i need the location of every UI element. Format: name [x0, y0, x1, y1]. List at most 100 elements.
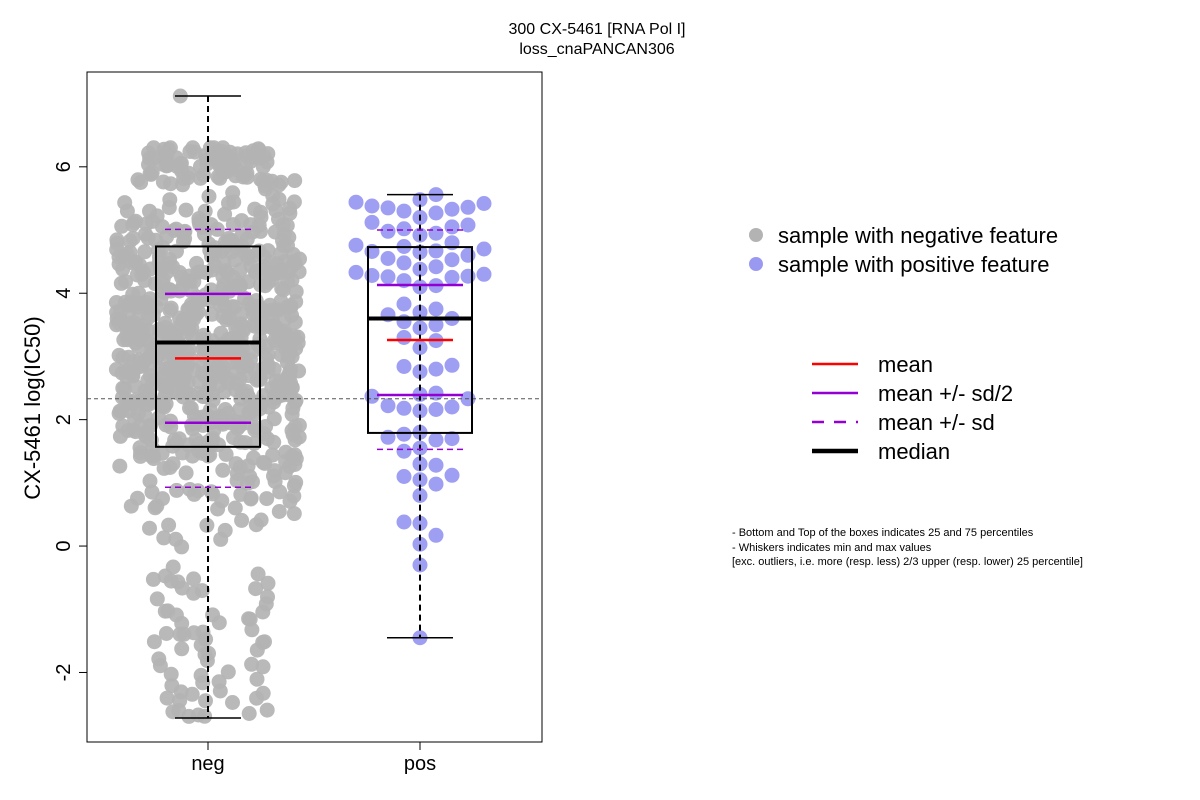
data-point-neg [280, 264, 296, 280]
data-point-neg [172, 693, 188, 709]
data-point-neg [160, 157, 176, 173]
data-point-neg [240, 358, 256, 373]
data-point-neg [162, 460, 178, 475]
data-point-neg [218, 446, 234, 462]
data-point-neg [165, 704, 181, 720]
data-point-neg [166, 365, 182, 381]
data-point-neg [165, 559, 181, 575]
y-tick-label: 0 [53, 540, 75, 551]
data-point-neg [249, 642, 265, 658]
data-point-neg [198, 441, 214, 457]
data-point-pos [444, 201, 460, 217]
data-point-neg [163, 573, 179, 589]
data-point-neg [280, 376, 296, 392]
data-point-neg [132, 321, 148, 337]
data-point-neg [145, 448, 161, 464]
data-point-neg [191, 374, 207, 390]
legend-line-label: median [878, 439, 950, 464]
legend-point-label: sample with negative feature [778, 223, 1058, 248]
data-point-neg [117, 195, 133, 211]
data-point-neg [248, 517, 264, 533]
data-point-neg [239, 169, 255, 185]
data-point-neg [197, 647, 213, 662]
data-point-neg [260, 243, 276, 259]
data-point-neg [280, 349, 296, 365]
data-point-neg [163, 300, 179, 316]
data-point-neg [238, 145, 254, 161]
data-point-pos [412, 244, 428, 260]
data-point-neg [223, 160, 239, 176]
data-point-neg [155, 174, 171, 190]
data-point-neg [149, 498, 165, 514]
data-point-pos [428, 457, 444, 473]
data-point-neg [240, 251, 256, 267]
data-point-neg [145, 213, 160, 229]
plot-area: -2 0 2 4 6 neg pos [53, 71, 543, 775]
data-point-neg [178, 465, 194, 481]
legend-point-label: sample with positive feature [778, 252, 1049, 277]
data-point-neg [212, 408, 228, 424]
data-point-neg [108, 295, 124, 310]
data-point-neg [242, 405, 258, 421]
legend-line-label: mean +/- sd [878, 410, 995, 435]
data-point-neg [161, 200, 177, 216]
data-point-pos [444, 399, 460, 415]
data-point-neg [260, 575, 276, 591]
data-point-pos [348, 264, 364, 280]
box-pos [367, 193, 473, 639]
data-point-neg [112, 458, 128, 474]
chart-title-line1: 300 CX-5461 [RNA Pol I] [509, 21, 686, 38]
data-point-neg [259, 491, 275, 507]
data-point-pos [476, 196, 492, 211]
data-point-neg [288, 393, 304, 408]
data-point-neg [189, 255, 204, 271]
data-point-neg [227, 500, 243, 516]
data-point-neg [206, 422, 222, 438]
data-point-neg [255, 659, 271, 675]
legend-line-label: mean [878, 352, 933, 377]
data-point-neg [175, 312, 191, 328]
data-point-pos [396, 469, 412, 484]
data-point-pos [412, 515, 428, 531]
data-point-pos [428, 243, 444, 259]
data-point-pos [380, 223, 396, 239]
data-point-neg [112, 428, 128, 444]
data-point-neg [128, 424, 143, 440]
data-point-neg [292, 251, 307, 267]
data-point-neg [255, 159, 271, 175]
data-point-neg [130, 396, 146, 412]
data-point-neg [114, 218, 130, 234]
data-point-neg [190, 295, 206, 310]
data-point-neg [287, 419, 303, 435]
data-point-neg [151, 255, 167, 270]
data-point-pos [396, 359, 412, 374]
data-point-neg [244, 656, 260, 672]
data-point-pos [412, 364, 428, 380]
data-point-neg [109, 232, 125, 248]
data-point-neg [243, 491, 259, 507]
data-point-neg [169, 435, 184, 451]
data-point-neg [273, 246, 289, 262]
data-point-neg [113, 275, 129, 291]
data-point-neg [125, 230, 141, 246]
data-point-neg [265, 196, 281, 212]
box-neg [155, 95, 261, 719]
data-point-neg [133, 295, 149, 311]
data-point-pos [380, 200, 396, 216]
data-point-pos [396, 255, 412, 271]
data-point-neg [142, 473, 158, 489]
data-point-neg [273, 174, 289, 190]
data-point-neg [271, 504, 287, 519]
data-point-neg [266, 434, 282, 450]
data-point-neg [265, 302, 281, 318]
data-point-neg [250, 566, 266, 582]
data-point-neg [159, 690, 175, 706]
data-point-pos [396, 443, 412, 459]
data-point-neg [140, 372, 156, 388]
data-point-neg [163, 666, 179, 682]
data-point-neg [133, 175, 149, 190]
data-point-neg [190, 385, 206, 401]
data-point-neg [175, 225, 191, 241]
data-point-neg [247, 201, 263, 217]
note-line-2: - Whiskers indicates min and max values [732, 542, 932, 554]
